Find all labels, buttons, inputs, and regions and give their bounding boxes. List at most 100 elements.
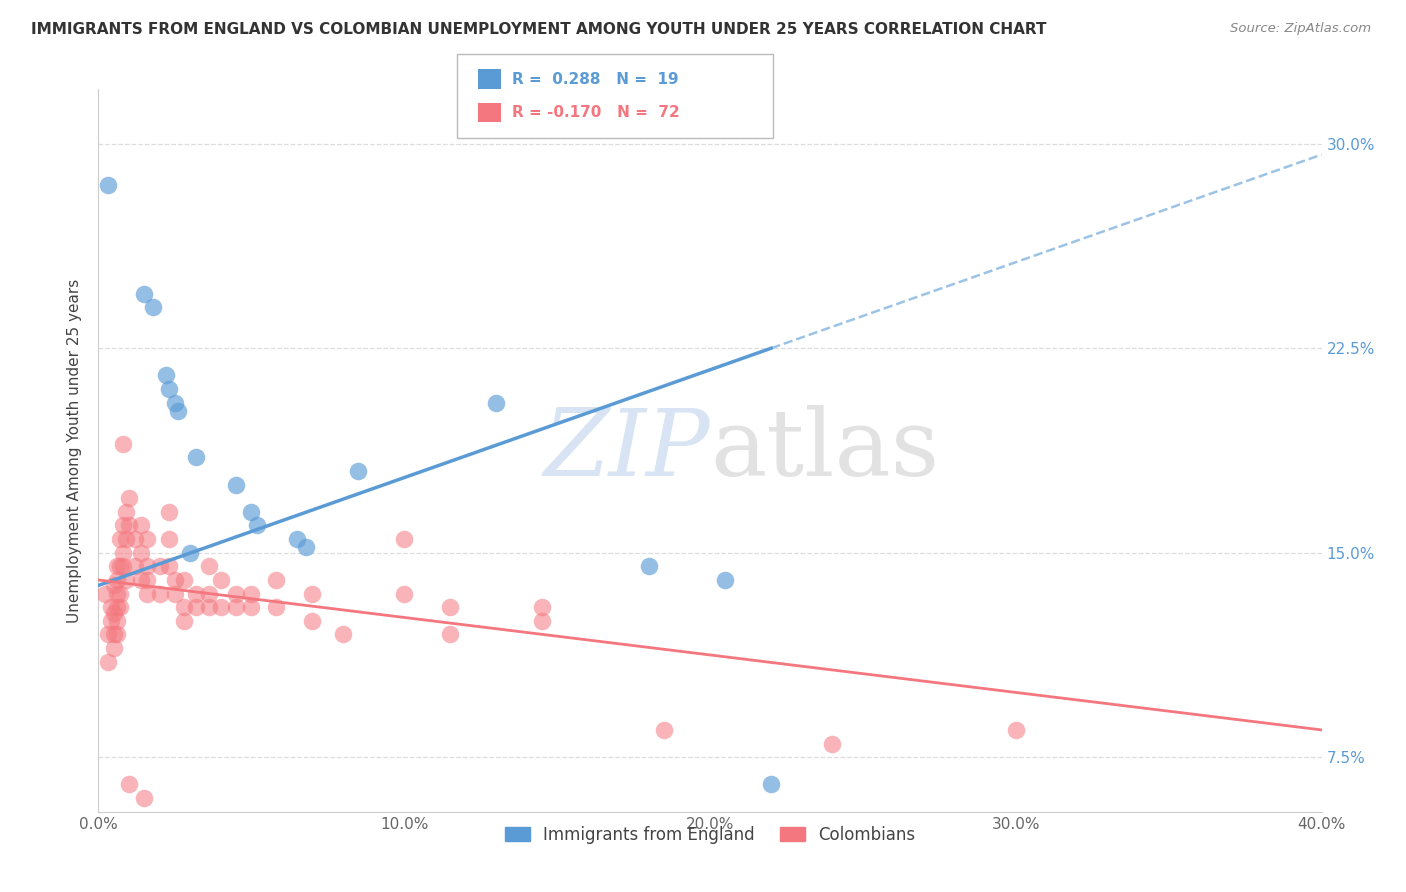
Point [179,546,201,560]
Point [246,518,269,533]
Point [111,546,134,560]
Point [142,301,165,315]
Text: IMMIGRANTS FROM ENGLAND VS COLOMBIAN UNEMPLOYMENT AMONG YOUTH UNDER 25 YEARS COR: IMMIGRANTS FROM ENGLAND VS COLOMBIAN UNE… [31,22,1046,37]
Point [97,627,120,641]
Point [637,559,661,574]
Point [115,573,138,587]
Point [163,586,186,600]
Text: ZIP: ZIP [543,406,710,495]
Point [100,600,122,615]
Point [173,600,195,615]
Point [157,382,180,396]
Point [821,737,844,751]
Point [136,532,159,546]
Point [97,178,120,192]
Point [105,573,128,587]
Point [347,464,370,478]
Point [652,723,675,737]
Point [225,477,247,491]
Point [157,505,180,519]
Point [157,532,180,546]
Point [240,586,263,600]
Point [136,573,159,587]
Point [301,586,323,600]
Point [111,518,134,533]
Point [129,518,152,533]
Point [197,586,219,600]
Point [301,614,323,628]
Point [173,614,195,628]
Point [225,586,247,600]
Point [209,573,232,587]
Point [149,559,172,574]
Point [118,491,141,505]
Point [136,586,159,600]
Point [105,559,128,574]
Point [186,450,208,465]
Text: R =  0.288   N =  19: R = 0.288 N = 19 [512,71,679,87]
Legend: Immigrants from England, Colombians: Immigrants from England, Colombians [498,819,922,850]
Point [118,777,141,791]
Point [295,541,318,555]
Point [530,614,553,628]
Point [439,627,461,641]
Point [105,586,128,600]
Point [149,586,172,600]
Point [167,404,190,418]
Point [332,627,354,641]
Point [108,532,131,546]
Point [1004,723,1026,737]
Y-axis label: Unemployment Among Youth under 25 years: Unemployment Among Youth under 25 years [67,278,83,623]
Point [392,532,416,546]
Point [197,559,219,574]
Point [173,573,195,587]
Point [105,614,128,628]
Point [186,586,208,600]
Point [439,600,461,615]
Point [105,627,128,641]
Point [225,600,247,615]
Point [97,655,120,669]
Point [108,586,131,600]
Point [111,559,134,574]
Point [163,396,186,410]
Point [108,559,131,574]
Point [163,573,186,587]
Point [197,600,219,615]
Point [134,286,156,301]
Point [100,614,122,628]
Point [155,368,177,383]
Point [240,600,263,615]
Point [103,627,125,641]
Point [264,573,287,587]
Point [392,586,416,600]
Point [134,791,156,805]
Point [111,436,134,450]
Point [115,505,138,519]
Point [129,546,152,560]
Text: Source: ZipAtlas.com: Source: ZipAtlas.com [1230,22,1371,36]
Point [93,586,115,600]
Point [285,532,308,546]
Point [530,600,553,615]
Point [240,505,263,519]
Point [186,600,208,615]
Point [714,573,737,587]
Point [485,396,508,410]
Point [103,578,125,592]
Point [105,600,128,615]
Point [209,600,232,615]
Point [264,600,287,615]
Point [124,559,146,574]
Text: atlas: atlas [710,406,939,495]
Point [129,573,152,587]
Point [118,518,141,533]
Text: R = -0.170   N =  72: R = -0.170 N = 72 [512,105,679,120]
Point [761,777,783,791]
Point [115,532,138,546]
Point [103,606,125,620]
Point [103,641,125,656]
Point [157,559,180,574]
Point [108,600,131,615]
Point [124,532,146,546]
